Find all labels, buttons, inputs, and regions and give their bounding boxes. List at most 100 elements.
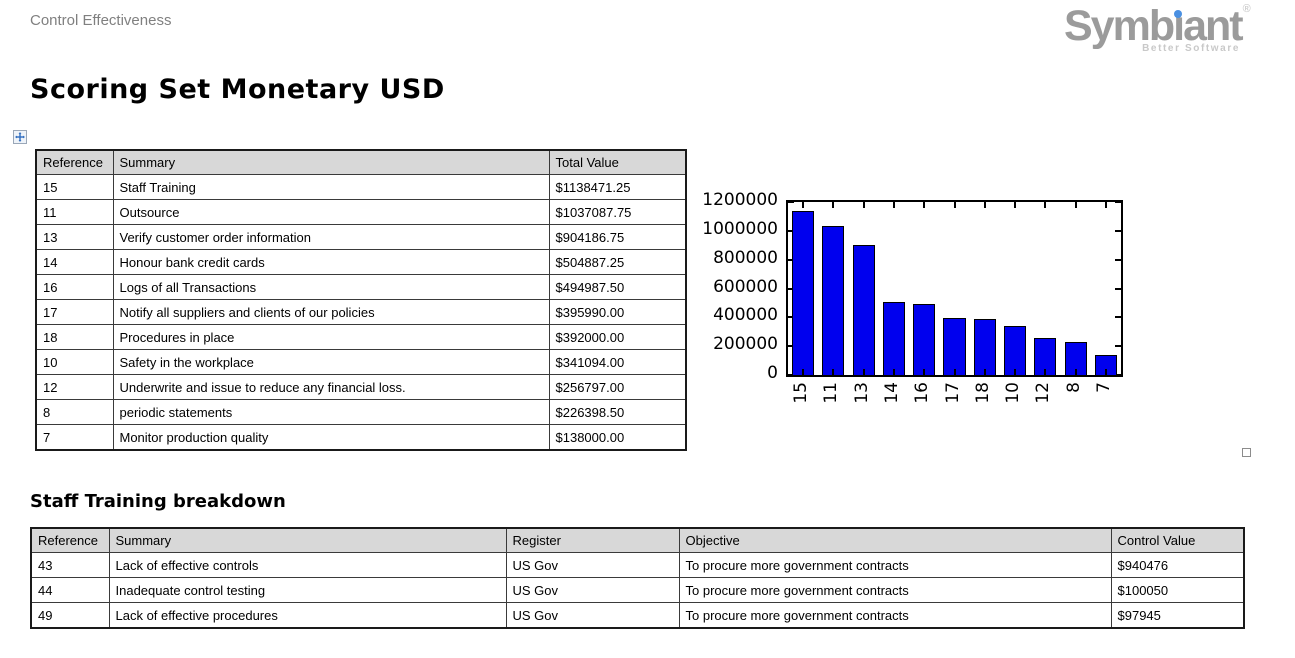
x-tick-mark [923, 369, 926, 375]
y-tick-label: 800000 [713, 247, 778, 268]
cell-reference: 11 [35, 199, 114, 225]
cell-control-value: $940476 [1110, 552, 1245, 578]
x-tick-mark [1044, 369, 1047, 375]
x-tick-label: 8 [1063, 382, 1084, 393]
chart-plot-area [786, 200, 1123, 377]
column-header-reference: Reference [35, 149, 114, 175]
cell-summary: Inadequate control testing [108, 577, 507, 603]
x-tick-mark [953, 202, 956, 208]
cell-summary: Outsource [112, 199, 550, 225]
logo-brand: Symbı ant® [1064, 2, 1252, 50]
logo-brand-post: ant [1183, 2, 1243, 50]
breakdown-heading: Staff Training breakdown [30, 491, 286, 512]
x-tick-mark [983, 202, 986, 208]
cell-register: US Gov [505, 552, 680, 578]
table-row: 11 Outsource $1037087.75 [35, 199, 687, 225]
y-tick-label: 400000 [713, 305, 778, 326]
bar-8 [1064, 342, 1087, 375]
y-tick-mark [788, 202, 794, 203]
y-tick-mark [788, 374, 794, 375]
cell-total-value: $226398.50 [548, 399, 687, 425]
registered-mark: ® [1242, 3, 1251, 15]
x-tick-label: 18 [972, 382, 993, 404]
x-tick-label: 17 [942, 382, 963, 404]
x-tick-mark [832, 369, 835, 375]
y-tick-mark [788, 258, 794, 261]
cell-summary: Verify customer order information [112, 224, 550, 250]
y-tick-mark [788, 316, 794, 319]
cell-total-value: $494987.50 [548, 274, 687, 300]
logo-brand-pre: Symb [1064, 2, 1175, 50]
cell-summary: Procedures in place [112, 324, 550, 350]
x-tick-label: 14 [881, 382, 902, 404]
cell-summary: Safety in the workplace [112, 349, 550, 375]
table-header-row: Reference Summary Register Objective Control… [30, 527, 1245, 553]
cell-reference: 15 [35, 174, 114, 200]
table-row: 18 Procedures in place $392000.00 [35, 324, 687, 350]
x-tick-mark [953, 369, 956, 375]
bar-16 [913, 303, 936, 375]
cell-objective: To procure more government contracts [678, 552, 1112, 578]
table-row: 49 Lack of effective procedures US Gov To p… [30, 602, 1245, 629]
x-tick-mark [802, 369, 805, 375]
column-header-control-value: Control Value [1110, 527, 1245, 553]
move-handle-button[interactable] [13, 130, 27, 144]
x-tick-mark [892, 202, 895, 208]
cell-summary: Staff Training [112, 174, 550, 200]
cell-summary: Monitor production quality [112, 424, 550, 451]
x-tick-mark [1014, 369, 1017, 375]
cell-reference: 18 [35, 324, 114, 350]
y-tick-mark [1115, 202, 1121, 203]
table-header-row: Reference Summary Total Value [35, 149, 687, 175]
bar-17 [943, 317, 966, 375]
cell-control-value: $97945 [1110, 602, 1245, 629]
cell-total-value: $256797.00 [548, 374, 687, 400]
bar-11 [822, 225, 845, 375]
cell-reference: 12 [35, 374, 114, 400]
logo-i-stem: ı [1173, 2, 1185, 50]
x-tick-mark [923, 202, 926, 208]
cell-total-value: $1037087.75 [548, 199, 687, 225]
y-tick-label: 600000 [713, 276, 778, 297]
x-tick-mark [1074, 202, 1077, 208]
column-header-summary: Summary [112, 149, 550, 175]
table-row: 13 Verify customer order information $9041… [35, 224, 687, 250]
column-header-total-value: Total Value [548, 149, 687, 175]
bar-7 [1094, 355, 1117, 375]
x-tick-mark [983, 369, 986, 375]
x-tick-label: 7 [1093, 382, 1114, 393]
x-tick-mark [832, 202, 835, 208]
x-tick-mark [1014, 202, 1017, 208]
cell-reference: 49 [30, 602, 110, 629]
cell-summary: Notify all suppliers and clients of our … [112, 299, 550, 325]
cell-reference: 16 [35, 274, 114, 300]
y-tick-label: 1200000 [702, 190, 778, 210]
table-row: 10 Safety in the workplace $341094.00 [35, 349, 687, 375]
cell-reference: 44 [30, 577, 110, 603]
cell-reference: 14 [35, 249, 114, 275]
cell-summary: periodic statements [112, 399, 550, 425]
bar-15 [792, 210, 815, 375]
x-tick-label: 11 [821, 382, 842, 404]
x-tick-label: 13 [851, 382, 872, 404]
controls-summary-table: Reference Summary Total Value 15 Staff Train… [35, 149, 687, 451]
cell-objective: To procure more government contracts [678, 577, 1112, 603]
y-tick-mark [1115, 374, 1121, 375]
x-tick-mark [802, 202, 805, 208]
cell-summary: Lack of effective controls [108, 552, 507, 578]
cell-summary: Lack of effective procedures [108, 602, 507, 629]
table-row: 8 periodic statements $226398.50 [35, 399, 687, 425]
cell-control-value: $100050 [1110, 577, 1245, 603]
cell-total-value: $395990.00 [548, 299, 687, 325]
logo-tagline: Better Software [1142, 43, 1240, 55]
column-header-summary: Summary [108, 527, 507, 553]
y-tick-mark [1115, 316, 1121, 319]
cell-summary: Logs of all Transactions [112, 274, 550, 300]
x-tick-label: 10 [1003, 382, 1024, 404]
cell-total-value: $392000.00 [548, 324, 687, 350]
x-tick-mark [1104, 369, 1107, 375]
table-row: 7 Monitor production quality $138000.00 [35, 424, 687, 451]
x-tick-label: 12 [1033, 382, 1054, 404]
column-header-register: Register [505, 527, 680, 553]
